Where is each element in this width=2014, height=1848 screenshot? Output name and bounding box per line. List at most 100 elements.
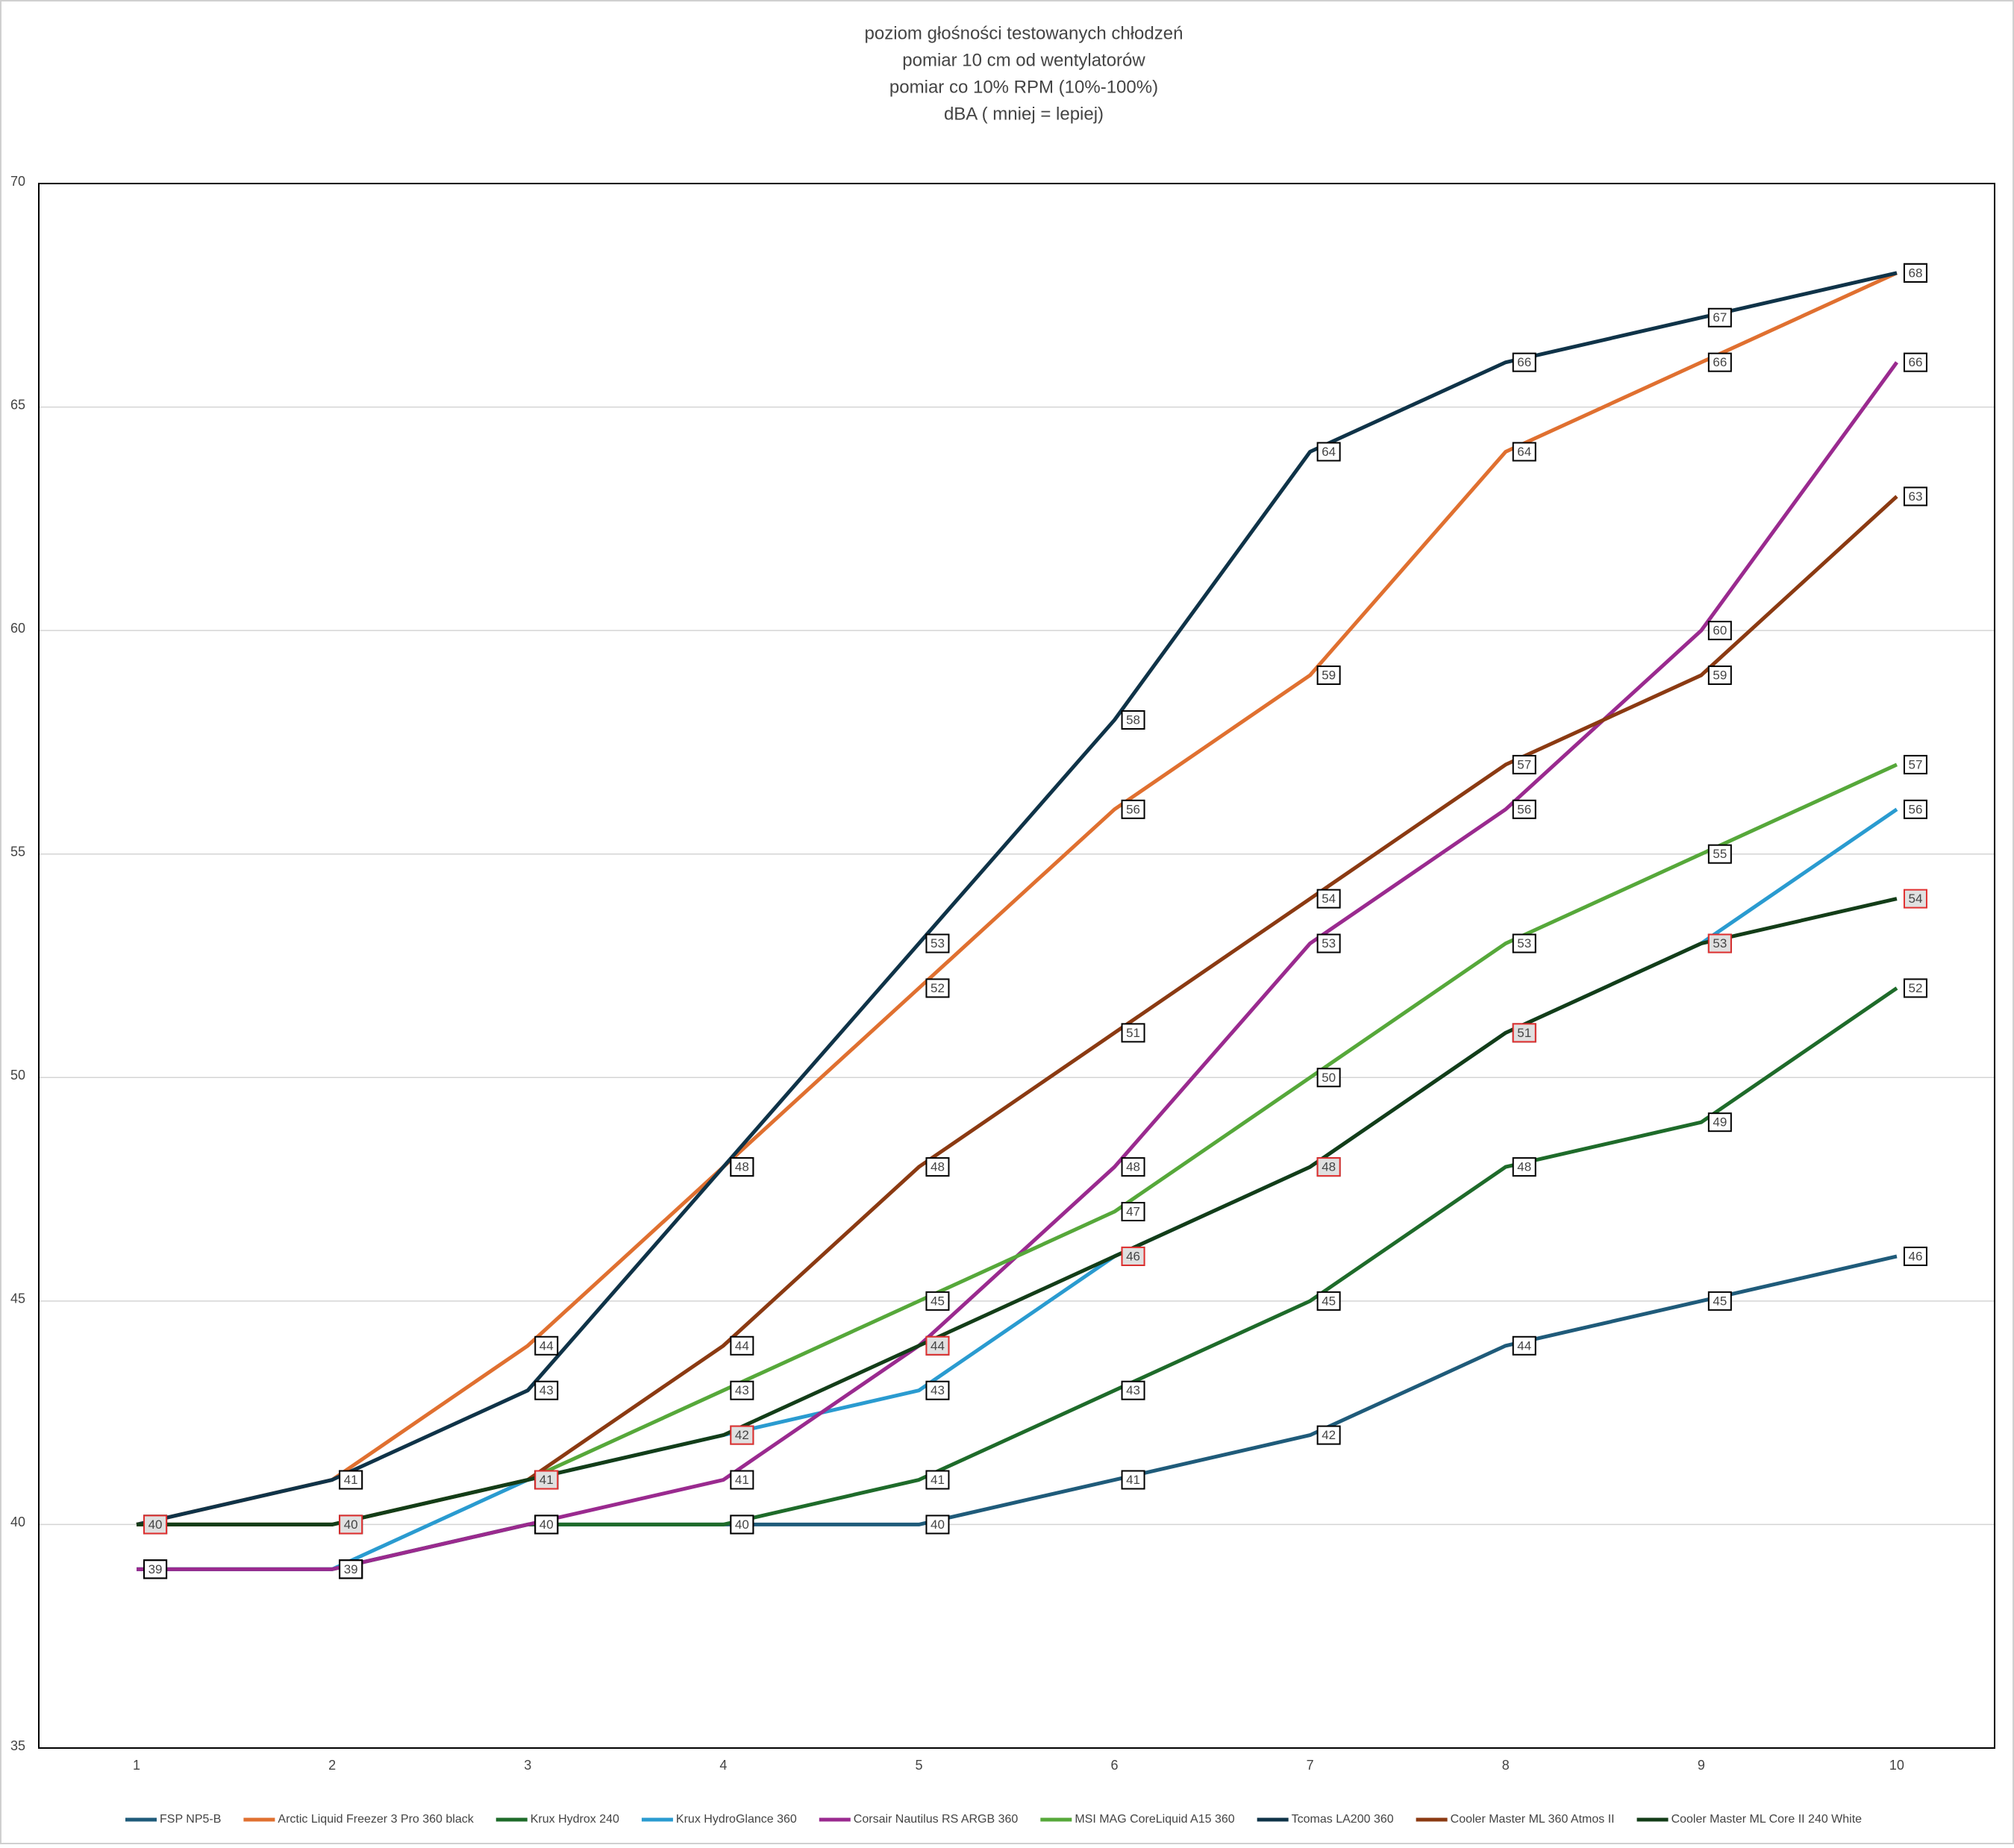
data-label: 44 <box>1512 1335 1536 1356</box>
data-label-text: 43 <box>1126 1383 1140 1397</box>
data-label-box <box>1316 1157 1341 1177</box>
data-label-box <box>730 1157 754 1177</box>
data-label: 56 <box>1512 799 1536 819</box>
data-label: 44 <box>730 1335 754 1356</box>
data-label-text: 45 <box>931 1294 945 1308</box>
data-label-text: 53 <box>1517 936 1531 950</box>
y-tick-label: 65 <box>10 397 25 412</box>
data-label: 53 <box>1707 933 1732 953</box>
data-label: 58 <box>1121 710 1145 730</box>
data-label-box <box>1707 1112 1732 1133</box>
data-label-box <box>1903 486 1927 507</box>
data-label-box <box>1121 1157 1145 1177</box>
x-tick-label: 1 <box>133 1758 140 1773</box>
x-tick-label: 9 <box>1698 1758 1705 1773</box>
data-label-text: 40 <box>735 1517 749 1532</box>
data-label-box <box>1512 933 1536 953</box>
data-label-text: 64 <box>1322 445 1336 459</box>
data-label-box <box>534 1470 559 1490</box>
data-label: 40 <box>534 1515 559 1535</box>
x-tick-label: 2 <box>328 1758 336 1773</box>
data-label-text: 44 <box>1517 1338 1531 1353</box>
data-label-text: 50 <box>1322 1071 1336 1085</box>
data-label-text: 66 <box>1517 355 1531 369</box>
data-label-box <box>1121 1380 1145 1400</box>
data-label: 45 <box>925 1291 950 1311</box>
data-label-text: 46 <box>1126 1249 1140 1263</box>
legend-label: FSP NP5-B <box>160 1813 221 1826</box>
data-label: 52 <box>1903 978 1927 998</box>
data-label: 64 <box>1316 442 1341 462</box>
data-label-text: 56 <box>1908 802 1922 816</box>
data-label-box <box>1512 352 1536 372</box>
data-label: 50 <box>1316 1068 1341 1088</box>
y-tick-label: 60 <box>10 621 25 636</box>
y-tick-label: 55 <box>10 844 25 859</box>
data-label-box <box>534 1335 559 1356</box>
chart-title: dBA ( mniej = lepiej) <box>944 104 1104 124</box>
data-label: 44 <box>534 1335 559 1356</box>
data-label-box <box>925 1157 950 1177</box>
data-label-text: 53 <box>931 936 945 950</box>
data-label-text: 54 <box>1322 892 1336 906</box>
data-label-text: 56 <box>1517 802 1531 816</box>
data-label: 40 <box>143 1515 168 1535</box>
data-label-text: 40 <box>148 1517 163 1532</box>
data-label-box <box>1316 889 1341 909</box>
data-label-text: 45 <box>1322 1294 1336 1308</box>
data-label-box <box>1707 307 1732 328</box>
data-label-text: 47 <box>1126 1205 1140 1219</box>
data-label: 56 <box>1903 799 1927 819</box>
data-label-text: 45 <box>1713 1294 1727 1308</box>
data-label: 43 <box>1121 1380 1145 1400</box>
data-label-text: 41 <box>540 1473 554 1487</box>
legend-label: Corsair Nautilus RS ARGB 360 <box>854 1813 1019 1826</box>
data-label-text: 41 <box>1126 1473 1140 1487</box>
data-label: 59 <box>1707 665 1732 686</box>
data-label-box <box>730 1335 754 1356</box>
data-label-box <box>143 1559 168 1579</box>
data-label-box <box>1121 1246 1145 1266</box>
data-label: 41 <box>925 1470 950 1490</box>
data-label-text: 44 <box>735 1338 749 1353</box>
title-block: poziom głośności testowanych chłodzeń pom… <box>865 23 1183 124</box>
data-label: 52 <box>925 978 950 998</box>
data-label: 48 <box>1512 1157 1536 1177</box>
data-label-text: 48 <box>735 1160 749 1174</box>
data-label-text: 54 <box>1908 892 1922 906</box>
data-label-box <box>730 1515 754 1535</box>
data-label: 45 <box>1316 1291 1341 1311</box>
data-label-text: 57 <box>1908 757 1922 771</box>
data-label: 48 <box>730 1157 754 1177</box>
data-label: 48 <box>1121 1157 1145 1177</box>
data-label-box <box>1121 1470 1145 1490</box>
x-tick-label: 3 <box>524 1758 531 1773</box>
data-label: 66 <box>1512 352 1536 372</box>
data-label-box <box>1512 754 1536 774</box>
data-label-box <box>1121 1023 1145 1043</box>
data-label-text: 44 <box>931 1338 945 1353</box>
legend-label: Krux HydroGlance 360 <box>676 1813 797 1826</box>
data-label: 53 <box>1512 933 1536 953</box>
data-label: 46 <box>1121 1246 1145 1266</box>
data-label-box <box>1512 442 1536 462</box>
data-label-box <box>1903 799 1927 819</box>
data-label: 40 <box>730 1515 754 1535</box>
data-label: 40 <box>925 1515 950 1535</box>
legend-label: Krux Hydrox 240 <box>531 1813 619 1826</box>
data-label-box <box>1316 665 1341 686</box>
data-label-text: 41 <box>735 1473 749 1487</box>
data-label-text: 49 <box>1713 1115 1727 1130</box>
data-label-box <box>1121 1202 1145 1222</box>
data-label: 55 <box>1707 844 1732 864</box>
data-label: 64 <box>1512 442 1536 462</box>
data-label: 66 <box>1707 352 1732 372</box>
data-label-box <box>925 1515 950 1535</box>
data-label: 57 <box>1903 754 1927 774</box>
data-label: 48 <box>925 1157 950 1177</box>
chart-title: pomiar 10 cm od wentylatorów <box>902 50 1145 70</box>
data-label-text: 67 <box>1713 310 1727 325</box>
data-label: 42 <box>1316 1425 1341 1445</box>
data-label-box <box>1903 1246 1927 1266</box>
